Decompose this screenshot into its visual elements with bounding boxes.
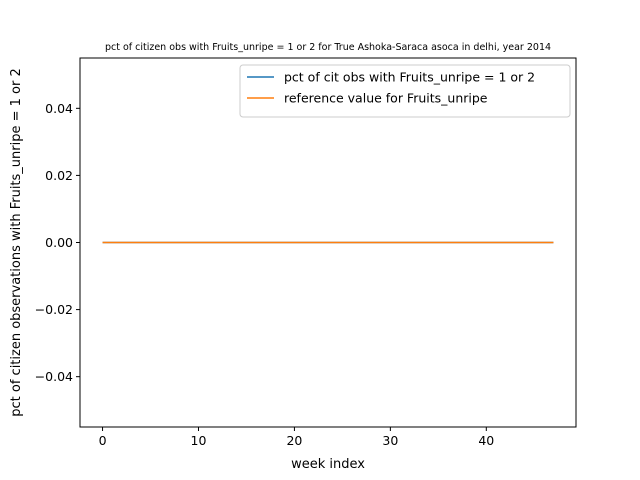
y-axis-label: pct of citizen observations with Fruits_… — [9, 68, 24, 417]
x-tick-label: 0 — [99, 433, 107, 448]
y-axis-ticks: −0.04 −0.02 0.00 0.02 0.04 — [35, 101, 80, 384]
y-tick-label: −0.02 — [35, 302, 73, 317]
x-tick-label: 30 — [382, 433, 398, 448]
x-tick-label: 40 — [478, 433, 494, 448]
x-tick-label: 10 — [191, 433, 207, 448]
legend-label-2: reference value for Fruits_unripe — [284, 91, 488, 106]
y-tick-label: 0.04 — [45, 101, 73, 116]
y-tick-label: 0.00 — [45, 235, 73, 250]
x-axis-ticks: 0 10 20 30 40 — [99, 427, 494, 448]
x-tick-label: 20 — [286, 433, 302, 448]
y-tick-label: −0.04 — [35, 369, 73, 384]
y-tick-label: 0.02 — [45, 168, 73, 183]
legend-label-1: pct of cit obs with Fruits_unripe = 1 or… — [284, 70, 535, 85]
chart-title: pct of citizen obs with Fruits_unripe = … — [105, 42, 551, 53]
x-axis-label: week index — [291, 457, 365, 472]
legend: pct of cit obs with Fruits_unripe = 1 or… — [239, 64, 571, 118]
legend-box — [239, 64, 571, 118]
